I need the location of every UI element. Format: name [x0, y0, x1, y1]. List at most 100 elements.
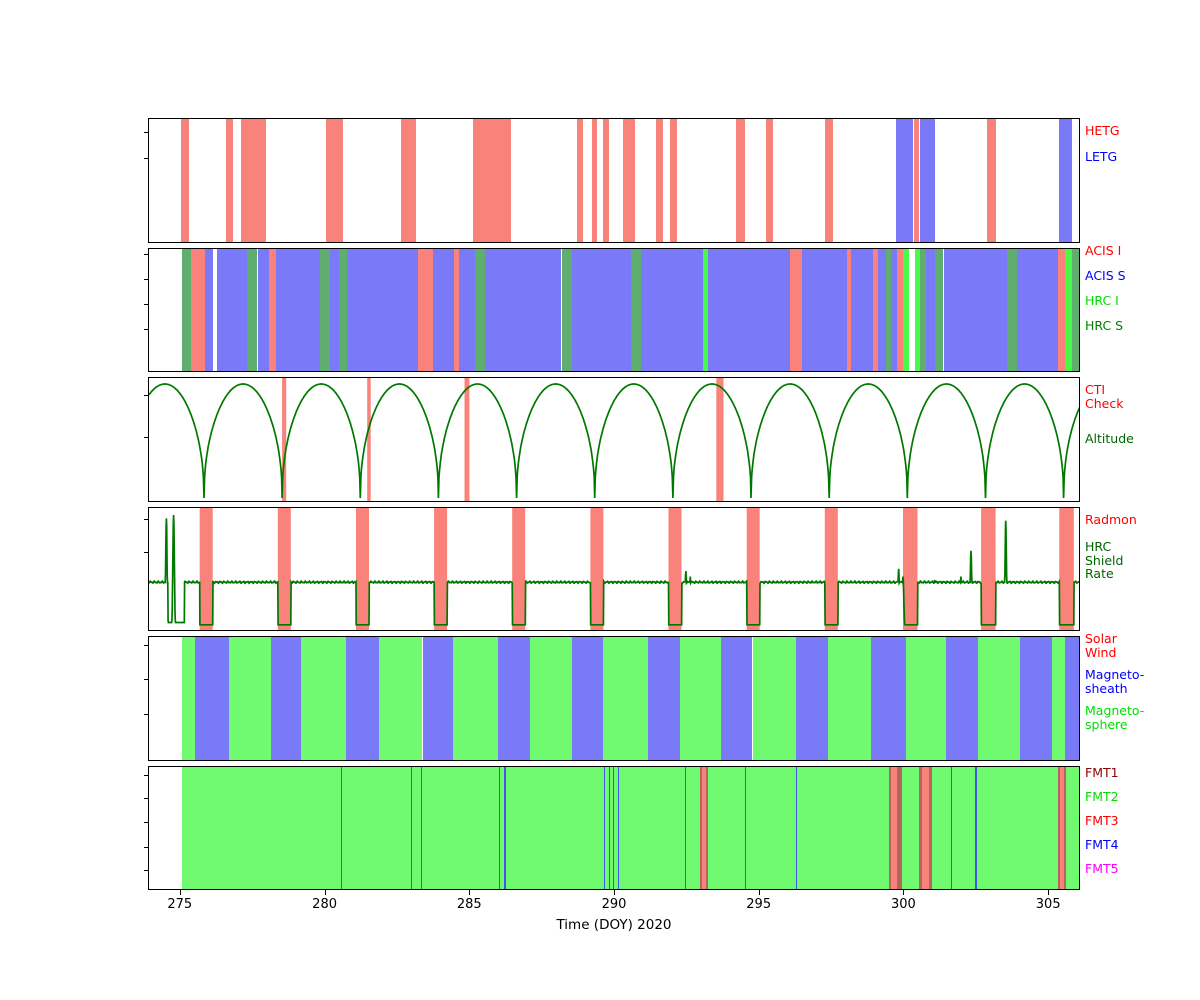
- band-hetg: [226, 119, 233, 242]
- legend-fmt5: FMT5: [1085, 861, 1119, 876]
- x-tick: [758, 890, 760, 895]
- shield-rate-curve: [149, 514, 1079, 626]
- y-tick: [144, 279, 148, 280]
- band-acis-s: [891, 249, 898, 371]
- band-acis-s: [347, 249, 419, 371]
- x-tick-label: 275: [167, 897, 193, 912]
- band-hetg: [825, 119, 834, 242]
- band-acis-s: [878, 249, 886, 371]
- band-fmt4: [341, 767, 343, 889]
- band-fmt2: [182, 767, 1079, 889]
- band-magnetosphere: [905, 637, 947, 760]
- cti-check-band: [367, 378, 371, 501]
- cti-check-band: [282, 378, 287, 501]
- y-tick: [144, 645, 148, 646]
- y-tick: [144, 679, 148, 680]
- x-tick-label: 295: [746, 897, 772, 912]
- band-hrc-s: [182, 249, 191, 371]
- radmon-band: [277, 508, 291, 630]
- band-hrc-s: [474, 249, 485, 371]
- y-tick: [144, 254, 148, 255]
- band-hetg: [623, 119, 636, 242]
- band-acis-s: [205, 249, 213, 371]
- radmon-band: [824, 508, 838, 630]
- x-tick: [1048, 890, 1050, 895]
- band-hrc-s: [885, 249, 892, 371]
- band-acis-s: [217, 249, 248, 371]
- radmon-band: [590, 508, 604, 630]
- band-magnetosheath: [195, 637, 229, 760]
- y-tick: [144, 847, 148, 848]
- legend-solar-wind: Solar Wind: [1085, 631, 1117, 660]
- panel-orbit-altitude: [148, 377, 1080, 502]
- band-hrc-i: [914, 249, 921, 371]
- band-acis-s: [571, 249, 631, 371]
- band-hetg: [241, 119, 267, 242]
- band-acis-s: [484, 249, 562, 371]
- band-hrc-s: [1072, 249, 1079, 371]
- band-magnetosheath: [1020, 637, 1052, 760]
- panel-radiation: [148, 507, 1080, 631]
- band-fmt3: [891, 767, 898, 889]
- band-hetg: [986, 119, 996, 242]
- band-fmt4: [685, 767, 687, 889]
- x-tick: [179, 890, 181, 895]
- x-tick-label: 305: [1035, 897, 1061, 912]
- legend-altitude: Altitude: [1085, 431, 1134, 446]
- band-acis-i: [191, 249, 206, 371]
- legend-magneto-sheath: Magneto- sheath: [1085, 667, 1145, 696]
- band-magnetosphere: [228, 637, 271, 760]
- band-acis-i: [269, 249, 277, 371]
- band-hetg: [655, 119, 663, 242]
- band-fmt4: [975, 767, 977, 889]
- band-magnetosheath: [795, 637, 828, 760]
- band-magnetosphere: [978, 637, 1021, 760]
- band-acis-s: [329, 249, 339, 371]
- x-tick-label: 290: [601, 897, 627, 912]
- y-tick: [144, 437, 148, 438]
- band-hrc-s: [319, 249, 330, 371]
- y-tick: [144, 822, 148, 823]
- band-magnetosphere: [301, 637, 346, 760]
- band-hetg: [473, 119, 511, 242]
- band-magnetosphere: [827, 637, 872, 760]
- radmon-band: [512, 508, 526, 630]
- legend-hrc-s: HRC S: [1085, 318, 1124, 333]
- band-hetg: [180, 119, 189, 242]
- legend-hrc-i: HRC I: [1085, 293, 1119, 308]
- band-magnetosphere: [182, 637, 196, 760]
- band-hetg: [603, 119, 609, 242]
- legend-acis-s: ACIS S: [1085, 268, 1126, 283]
- cti-check-band: [716, 378, 724, 501]
- band-hetg: [400, 119, 417, 242]
- band-magnetosphere: [752, 637, 796, 760]
- x-tick: [903, 890, 905, 895]
- band-acis-s: [641, 249, 704, 371]
- orbit-altitude-plot: [149, 378, 1079, 501]
- band-magnetosphere: [603, 637, 649, 760]
- panel-instruments: [148, 248, 1080, 372]
- band-fmt4: [617, 767, 620, 889]
- band-magnetosheath: [648, 637, 681, 760]
- y-tick: [144, 552, 148, 553]
- band-magnetosheath: [946, 637, 979, 760]
- band-magnetosphere: [379, 637, 423, 760]
- band-hrc-s: [338, 249, 348, 371]
- x-tick: [324, 890, 326, 895]
- x-tick-label: 280: [312, 897, 338, 912]
- band-fmt4: [420, 767, 422, 889]
- x-axis-label: Time (DOY) 2020: [556, 917, 672, 933]
- legend-fmt4: FMT4: [1085, 837, 1119, 852]
- band-hrc-i: [1065, 249, 1073, 371]
- band-magnetosheath: [497, 637, 530, 760]
- band-acis-s: [1017, 249, 1058, 371]
- band-fmt4: [504, 767, 506, 889]
- band-hrc-i: [903, 249, 909, 371]
- altitude-curve: [149, 383, 1079, 499]
- y-tick: [144, 395, 148, 396]
- legend-fmt2: FMT2: [1085, 789, 1119, 804]
- band-acis-i: [418, 249, 433, 371]
- band-magnetosheath: [871, 637, 906, 760]
- band-hetg: [577, 119, 584, 242]
